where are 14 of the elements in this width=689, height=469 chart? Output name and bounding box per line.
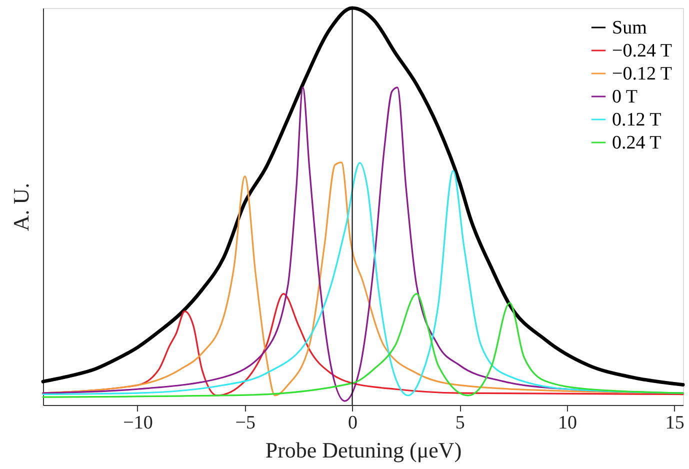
y-axis-title: A. U. <box>8 182 34 232</box>
x-tick-label: −10 <box>123 412 153 434</box>
legend-label: 0 T <box>612 86 638 108</box>
x-tick-label: −5 <box>235 412 256 434</box>
legend-label: −0.12 T <box>612 64 672 84</box>
legend-label: Sum <box>612 18 648 38</box>
legend-label: −0.24 T <box>612 40 672 62</box>
x-tick-label: 10 <box>558 412 578 434</box>
legend-label: 0.12 T <box>612 110 662 130</box>
legend-label: 0.24 T <box>612 132 662 154</box>
x-tick-label: 0 <box>348 412 358 434</box>
x-tick-label: 15 <box>665 412 684 434</box>
x-tick-label: 5 <box>455 412 465 434</box>
x-axis-title: Probe Detuning (μeV) <box>265 438 462 462</box>
